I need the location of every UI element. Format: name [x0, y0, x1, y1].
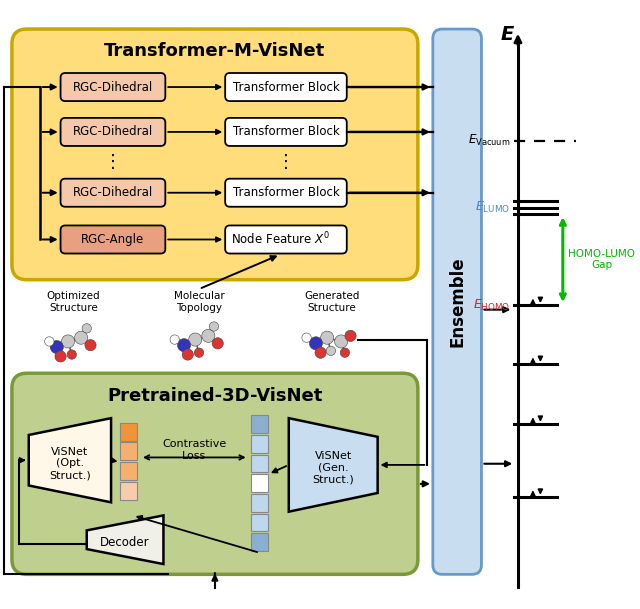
Text: Decoder: Decoder [100, 536, 150, 549]
Text: $\boldsymbol{E}$: $\boldsymbol{E}$ [500, 25, 515, 44]
Bar [120, 462, 137, 480]
Circle shape [51, 340, 63, 354]
Circle shape [212, 338, 223, 349]
Text: Optimized
Structure: Optimized Structure [47, 291, 100, 312]
Bar [252, 455, 268, 473]
Bar [252, 435, 268, 452]
Text: RGC-Dihedral: RGC-Dihedral [73, 186, 153, 199]
Bar [120, 423, 137, 440]
Text: (Gen.: (Gen. [318, 463, 349, 473]
FancyBboxPatch shape [225, 118, 347, 146]
FancyBboxPatch shape [61, 73, 165, 101]
Text: (Opt.: (Opt. [56, 458, 84, 468]
Circle shape [55, 351, 66, 362]
FancyBboxPatch shape [225, 225, 347, 253]
Circle shape [45, 337, 54, 346]
Circle shape [202, 329, 215, 342]
Text: ViSNet: ViSNet [315, 451, 352, 462]
Text: ⋮: ⋮ [104, 153, 122, 171]
Text: Pretrained-3D-VisNet: Pretrained-3D-VisNet [108, 387, 323, 405]
FancyBboxPatch shape [225, 73, 347, 101]
Circle shape [340, 348, 349, 357]
Bar [120, 482, 137, 499]
FancyBboxPatch shape [433, 29, 481, 574]
Text: Transformer-M-VisNet: Transformer-M-VisNet [104, 43, 326, 60]
Circle shape [82, 323, 92, 333]
Text: Node Feature $X^0$: Node Feature $X^0$ [231, 231, 330, 248]
Text: Ensemble: Ensemble [448, 256, 466, 347]
Text: RGC-Angle: RGC-Angle [81, 233, 145, 246]
Text: Transformer Block: Transformer Block [232, 186, 339, 199]
FancyBboxPatch shape [12, 373, 418, 574]
FancyBboxPatch shape [225, 178, 347, 207]
Circle shape [177, 339, 191, 352]
Text: Contrastive: Contrastive [162, 439, 227, 449]
Circle shape [335, 335, 348, 348]
Circle shape [345, 330, 356, 342]
Polygon shape [289, 418, 378, 512]
Circle shape [209, 322, 219, 331]
Text: ViSNet: ViSNet [51, 447, 88, 457]
Circle shape [195, 348, 204, 357]
FancyBboxPatch shape [61, 178, 165, 207]
Text: $E_{\mathrm{HOMO}}$: $E_{\mathrm{HOMO}}$ [473, 297, 511, 312]
Text: Molecular
Topology: Molecular Topology [173, 291, 225, 312]
Text: Generated
Structure: Generated Structure [304, 291, 360, 312]
Circle shape [75, 331, 88, 344]
Bar [252, 415, 268, 433]
Circle shape [67, 350, 76, 359]
Circle shape [321, 331, 333, 344]
Circle shape [61, 335, 75, 348]
Text: RGC-Dihedral: RGC-Dihedral [73, 80, 153, 94]
FancyBboxPatch shape [12, 29, 418, 280]
Bar [252, 533, 268, 551]
FancyBboxPatch shape [61, 118, 165, 146]
Text: Transformer Block: Transformer Block [232, 80, 339, 94]
Circle shape [302, 333, 311, 342]
Bar [120, 443, 137, 460]
Bar [252, 494, 268, 512]
Text: $E_{\mathrm{LUMO}}$: $E_{\mathrm{LUMO}}$ [476, 200, 511, 215]
Bar [252, 474, 268, 492]
Polygon shape [87, 515, 163, 564]
Text: Struct.): Struct.) [49, 470, 91, 481]
Circle shape [315, 347, 326, 358]
Circle shape [326, 346, 335, 356]
Text: HOMO-LUMO
Gap: HOMO-LUMO Gap [568, 249, 636, 270]
Circle shape [85, 340, 96, 351]
Polygon shape [29, 418, 111, 502]
FancyBboxPatch shape [61, 225, 165, 253]
Circle shape [182, 349, 193, 360]
Text: Loss: Loss [182, 451, 207, 460]
Circle shape [309, 337, 323, 350]
Text: $E_{\mathrm{Vacuum}}$: $E_{\mathrm{Vacuum}}$ [468, 133, 511, 148]
Text: Struct.): Struct.) [312, 475, 354, 485]
Text: ⋮: ⋮ [277, 153, 295, 171]
Text: Transformer Block: Transformer Block [232, 125, 339, 138]
Text: RGC-Dihedral: RGC-Dihedral [73, 125, 153, 138]
Circle shape [189, 333, 202, 346]
Circle shape [170, 335, 179, 344]
Bar [252, 513, 268, 531]
